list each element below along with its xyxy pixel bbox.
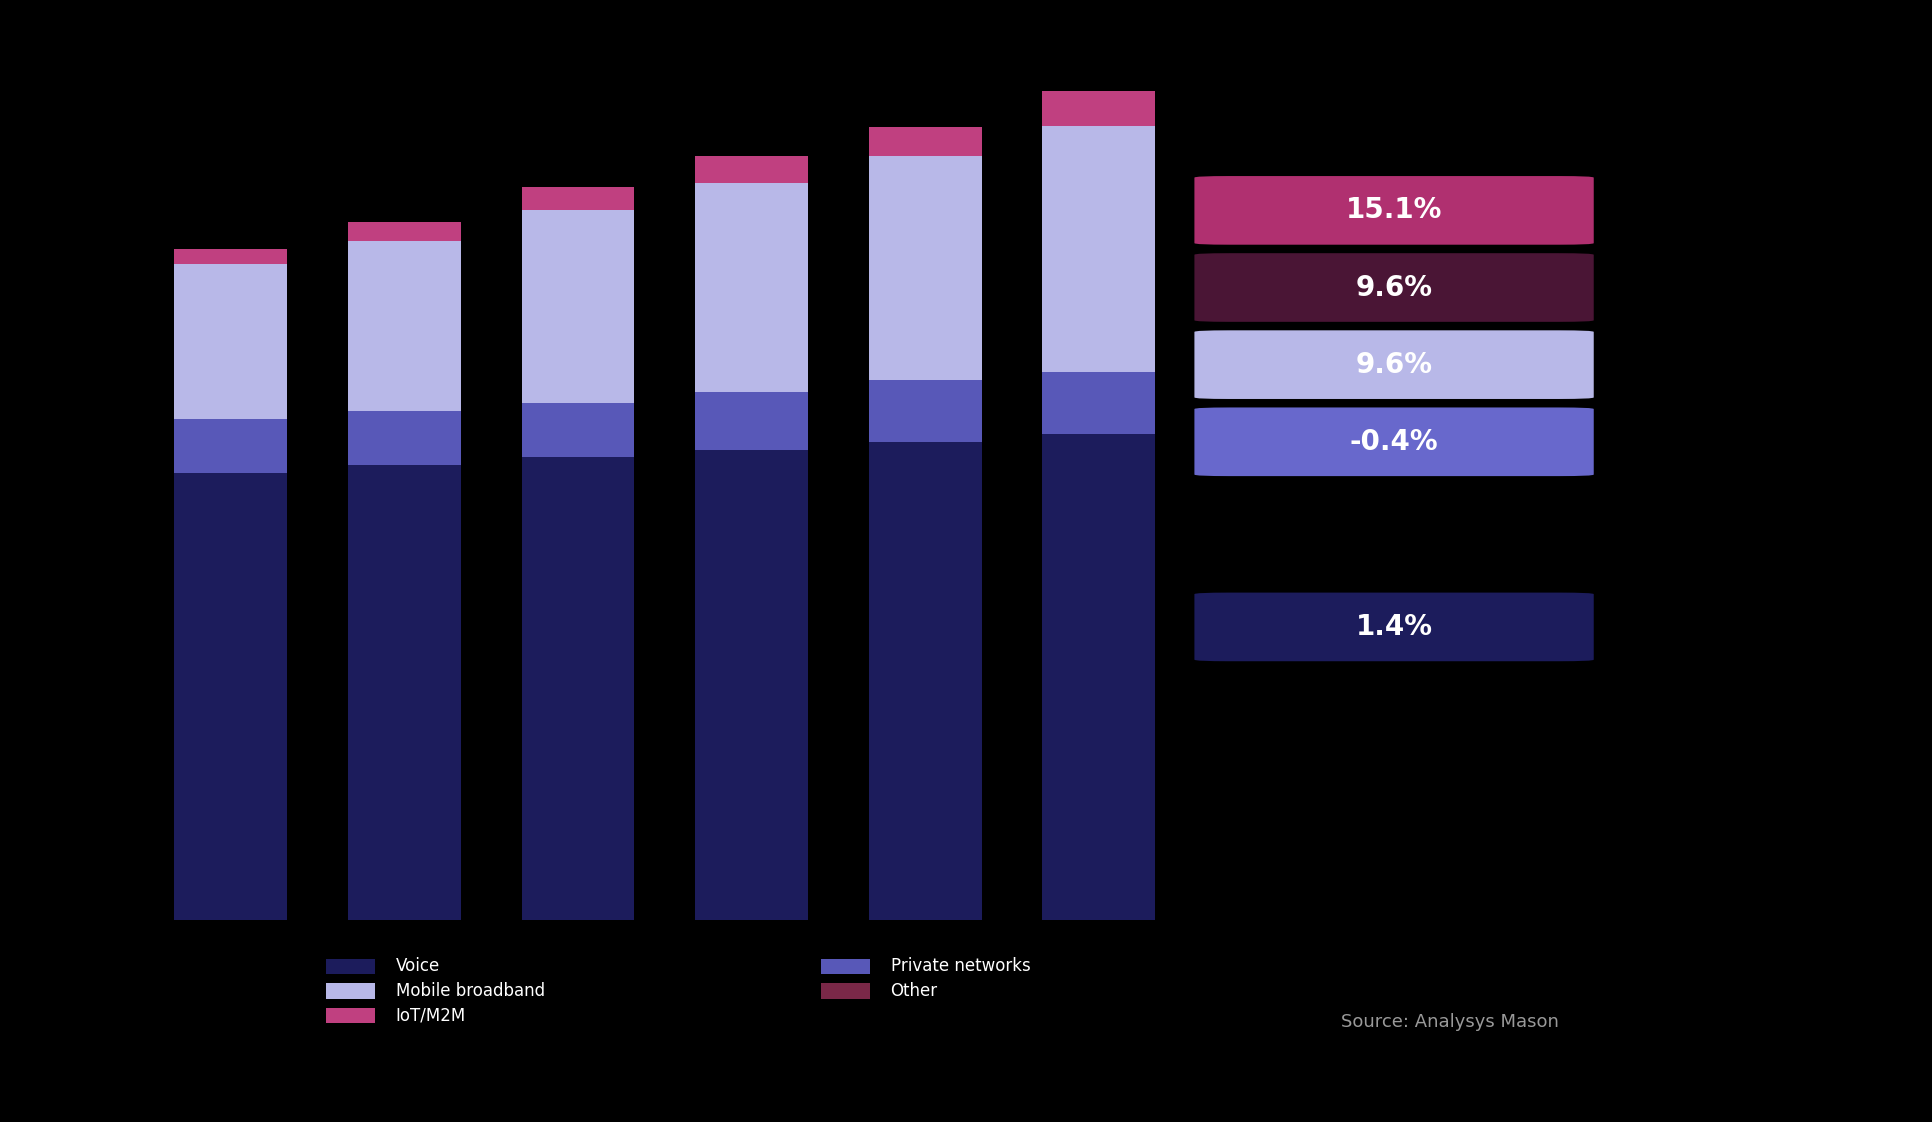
Bar <box>522 403 634 458</box>
Bar <box>1041 434 1155 920</box>
Bar <box>327 1008 375 1023</box>
Bar <box>696 392 808 450</box>
FancyBboxPatch shape <box>1194 407 1592 476</box>
Bar <box>348 411 460 465</box>
Text: IoT/M2M: IoT/M2M <box>396 1006 466 1024</box>
Bar <box>327 983 375 999</box>
Bar <box>821 958 869 974</box>
Bar <box>522 187 634 211</box>
Text: Private networks: Private networks <box>891 957 1030 975</box>
Bar <box>867 442 981 920</box>
Text: 9.6%: 9.6% <box>1354 274 1432 302</box>
Bar <box>348 222 460 241</box>
Text: Mobile broadband: Mobile broadband <box>396 982 545 1000</box>
FancyBboxPatch shape <box>1194 592 1592 661</box>
Bar <box>348 241 460 411</box>
Bar <box>348 465 460 920</box>
Bar <box>174 419 288 472</box>
Text: Source: Analysys Mason: Source: Analysys Mason <box>1341 1013 1559 1031</box>
Bar <box>174 249 288 265</box>
Bar <box>867 127 981 156</box>
Bar <box>867 380 981 442</box>
FancyBboxPatch shape <box>1194 330 1592 399</box>
Bar <box>1041 126 1155 373</box>
Bar <box>696 183 808 392</box>
Bar <box>1041 373 1155 434</box>
Text: -0.4%: -0.4% <box>1349 427 1437 456</box>
Bar <box>522 211 634 403</box>
Text: 15.1%: 15.1% <box>1345 196 1441 224</box>
Bar <box>327 958 375 974</box>
FancyBboxPatch shape <box>1194 176 1592 245</box>
Bar <box>1041 91 1155 126</box>
Bar <box>174 265 288 419</box>
Text: Voice: Voice <box>396 957 440 975</box>
Bar <box>821 983 869 999</box>
Bar <box>867 156 981 380</box>
FancyBboxPatch shape <box>1194 254 1592 322</box>
Text: 1.4%: 1.4% <box>1354 613 1432 641</box>
Bar <box>696 450 808 920</box>
Bar <box>522 458 634 920</box>
Text: Other: Other <box>891 982 937 1000</box>
Bar <box>696 156 808 183</box>
Bar <box>174 472 288 920</box>
Text: 9.6%: 9.6% <box>1354 351 1432 378</box>
